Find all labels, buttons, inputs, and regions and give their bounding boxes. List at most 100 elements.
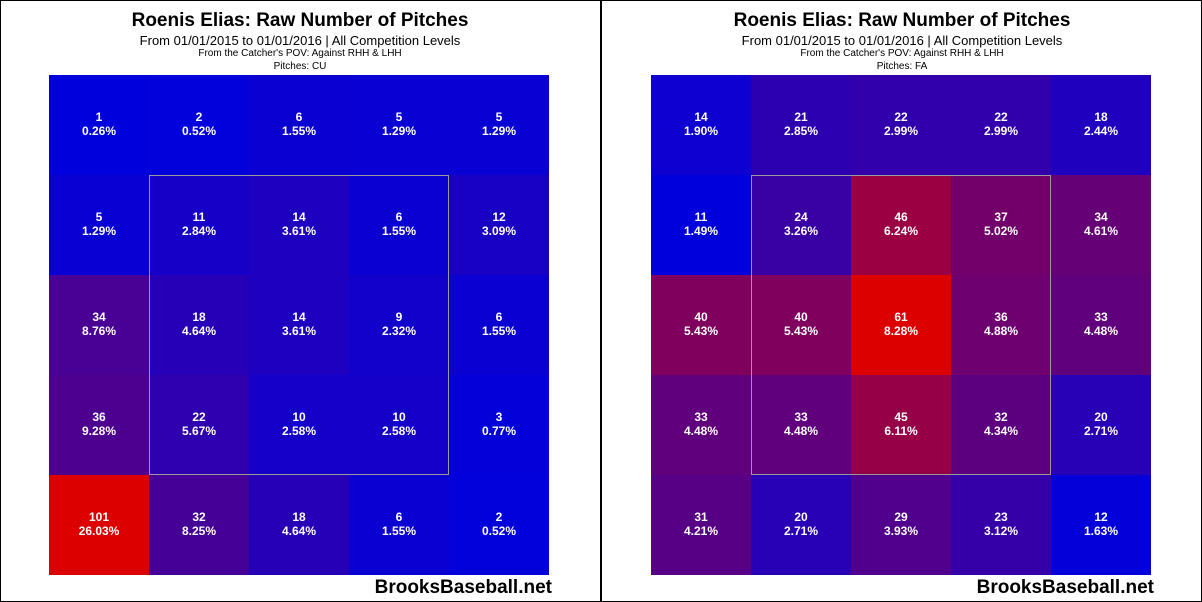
heatmap-cell: 14 1.90%	[651, 75, 751, 175]
cell-percent: 6.24%	[883, 224, 919, 238]
cell-count: 6	[395, 510, 403, 524]
heatmap-cell: 12 1.63%	[1051, 475, 1151, 575]
heatmap-cell: 46 6.24%	[851, 175, 951, 275]
cell-percent: 4.61%	[1083, 224, 1119, 238]
heatmap-cell: 6 1.55%	[249, 75, 349, 175]
cell-percent: 3.61%	[281, 324, 317, 338]
cell-percent: 1.49%	[683, 224, 719, 238]
heatmap-cell: 33 4.48%	[1051, 275, 1151, 375]
cell-percent: 1.29%	[381, 124, 417, 138]
heatmap-cell: 20 2.71%	[751, 475, 851, 575]
heatmap-cell: 34 8.76%	[49, 275, 149, 375]
heatmap-cell: 31 4.21%	[651, 475, 751, 575]
cell-count: 46	[894, 210, 908, 224]
cell-percent: 2.99%	[883, 124, 919, 138]
heatmap-cell: 2 0.52%	[449, 475, 549, 575]
cell-count: 40	[694, 310, 708, 324]
heatmap-cell: 5 1.29%	[49, 175, 149, 275]
cell-percent: 0.77%	[481, 424, 517, 438]
heatmap-cell: 11 1.49%	[651, 175, 751, 275]
cell-percent: 4.48%	[783, 424, 819, 438]
heatmap-cell: 34 4.61%	[1051, 175, 1151, 275]
cell-percent: 6.11%	[884, 424, 918, 438]
cell-count: 18	[192, 310, 206, 324]
cell-percent: 2.85%	[783, 124, 819, 138]
cell-count: 9	[395, 310, 403, 324]
cell-percent: 5.67%	[181, 424, 217, 438]
heatmap-cell: 29 3.93%	[851, 475, 951, 575]
cell-count: 45	[894, 410, 908, 424]
heatmap-cell: 3 0.77%	[449, 375, 549, 475]
cell-count: 5	[495, 110, 503, 124]
heatmap-cell: 33 4.48%	[751, 375, 851, 475]
cell-count: 61	[894, 310, 908, 324]
cell-count: 11	[694, 210, 708, 224]
cell-count: 10	[392, 410, 406, 424]
cell-count: 5	[395, 110, 403, 124]
cell-count: 14	[694, 110, 708, 124]
watermark: BrooksBaseball.net	[976, 577, 1154, 598]
cell-percent: 1.63%	[1083, 524, 1119, 538]
heatmap-cell: 37 5.02%	[951, 175, 1051, 275]
chart-title: Roenis Elias: Raw Number of Pitches	[733, 10, 1071, 31]
cell-percent: 3.09%	[481, 224, 517, 238]
cell-percent: 1.55%	[381, 524, 417, 538]
cell-percent: 1.90%	[683, 124, 719, 138]
cell-percent: 2.44%	[1083, 124, 1119, 138]
heatmap-cell: 18 2.44%	[1051, 75, 1151, 175]
heatmap-cell: 22 2.99%	[851, 75, 951, 175]
cell-count: 12	[1094, 510, 1108, 524]
cell-count: 32	[192, 510, 206, 524]
heatmap-cell: 5 1.29%	[349, 75, 449, 175]
heatmap-cell: 9 2.32%	[349, 275, 449, 375]
heatmap-cell: 2 0.52%	[149, 75, 249, 175]
chart-perspective: From the Catcher's POV: Against RHH & LH…	[800, 48, 1004, 59]
cell-count: 33	[694, 410, 708, 424]
cell-count: 36	[92, 410, 106, 424]
cell-count: 34	[1094, 210, 1108, 224]
heatmap-cell: 6 1.55%	[449, 275, 549, 375]
cell-percent: 8.25%	[181, 524, 217, 538]
heatmap-grid: 14 1.90% 21 2.85% 22 2.99% 22 2.99% 18 2.44% 11 1.4…	[651, 75, 1151, 575]
cell-count: 11	[192, 210, 206, 224]
cell-count: 2	[195, 110, 203, 124]
cell-count: 20	[1094, 410, 1108, 424]
cell-percent: 0.52%	[181, 124, 217, 138]
cell-count: 20	[794, 510, 808, 524]
cell-percent: 2.71%	[1083, 424, 1119, 438]
heatmap-cell: 33 4.48%	[651, 375, 751, 475]
heatmap-cell: 61 8.28%	[851, 275, 951, 375]
cell-count: 24	[794, 210, 808, 224]
heatmap-grid: 1 0.26% 2 0.52% 6 1.55% 5 1.29% 5 1.29% 5 1.29% 11 2.…	[49, 75, 549, 575]
cell-percent: 1.55%	[281, 124, 317, 138]
cell-count: 34	[92, 310, 106, 324]
cell-count: 5	[95, 210, 103, 224]
heatmap-cell: 36 4.88%	[951, 275, 1051, 375]
cell-percent: 3.26%	[783, 224, 819, 238]
cell-percent: 9.28%	[81, 424, 117, 438]
heatmap-cell: 40 5.43%	[751, 275, 851, 375]
heatmap-cell: 14 3.61%	[249, 175, 349, 275]
cell-percent: 2.71%	[783, 524, 819, 538]
cell-percent: 5.43%	[783, 324, 819, 338]
cell-percent: 2.99%	[983, 124, 1019, 138]
cell-count: 22	[894, 110, 908, 124]
chart-subtitle: From 01/01/2015 to 01/01/2016 | All Comp…	[139, 33, 461, 48]
cell-percent: 8.76%	[81, 324, 117, 338]
cell-percent: 2.58%	[381, 424, 417, 438]
cell-count: 10	[292, 410, 306, 424]
heatmap-cell: 24 3.26%	[751, 175, 851, 275]
cell-percent: 3.61%	[281, 224, 317, 238]
cell-count: 40	[794, 310, 808, 324]
cell-count: 22	[994, 110, 1008, 124]
heatmap-cell: 45 6.11%	[851, 375, 951, 475]
heatmap-cell: 40 5.43%	[651, 275, 751, 375]
cell-percent: 0.52%	[481, 524, 517, 538]
chart-panel-fa: Roenis Elias: Raw Number of Pitches From…	[602, 0, 1202, 602]
heatmap-cell: 22 2.99%	[951, 75, 1051, 175]
cell-percent: 26.03%	[78, 524, 120, 538]
cell-count: 14	[292, 210, 306, 224]
chart-title: Roenis Elias: Raw Number of Pitches	[131, 10, 469, 31]
cell-count: 6	[395, 210, 403, 224]
heatmap-cell: 20 2.71%	[1051, 375, 1151, 475]
